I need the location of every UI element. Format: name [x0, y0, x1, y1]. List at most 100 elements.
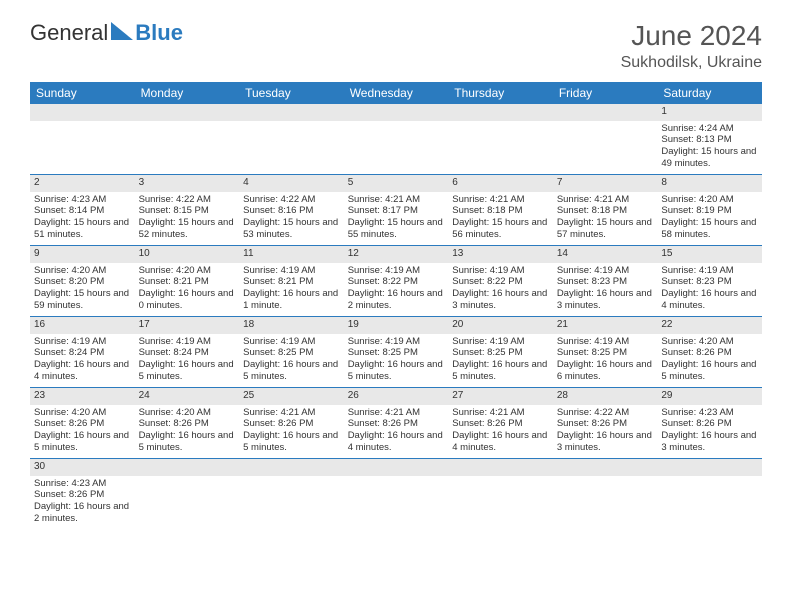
daylight-text: Daylight: 16 hours and 4 minutes.	[34, 359, 131, 383]
day-number-cell	[553, 104, 658, 121]
day-number-cell	[448, 104, 553, 121]
day-detail-cell	[135, 476, 240, 530]
day-detail-cell	[657, 476, 762, 530]
day-detail-row: Sunrise: 4:23 AMSunset: 8:26 PMDaylight:…	[30, 476, 762, 530]
daylight-text: Daylight: 16 hours and 5 minutes.	[34, 430, 131, 454]
day-detail-cell: Sunrise: 4:21 AMSunset: 8:26 PMDaylight:…	[448, 405, 553, 459]
sunset-text: Sunset: 8:21 PM	[139, 276, 236, 288]
sunset-text: Sunset: 8:25 PM	[243, 347, 340, 359]
sunset-text: Sunset: 8:24 PM	[34, 347, 131, 359]
daylight-text: Daylight: 16 hours and 1 minute.	[243, 288, 340, 312]
daylight-text: Daylight: 16 hours and 5 minutes.	[452, 359, 549, 383]
day-number-cell: 13	[448, 246, 553, 263]
sunrise-text: Sunrise: 4:20 AM	[139, 265, 236, 277]
daylight-text: Daylight: 15 hours and 53 minutes.	[243, 217, 340, 241]
daylight-text: Daylight: 15 hours and 59 minutes.	[34, 288, 131, 312]
sunrise-text: Sunrise: 4:20 AM	[139, 407, 236, 419]
day-detail-cell	[448, 476, 553, 530]
sunrise-text: Sunrise: 4:21 AM	[452, 194, 549, 206]
day-number-cell: 15	[657, 246, 762, 263]
sunrise-text: Sunrise: 4:19 AM	[661, 265, 758, 277]
day-detail-cell: Sunrise: 4:20 AMSunset: 8:26 PMDaylight:…	[30, 405, 135, 459]
day-number-row: 23242526272829	[30, 388, 762, 405]
daylight-text: Daylight: 16 hours and 3 minutes.	[557, 288, 654, 312]
day-number-cell	[135, 104, 240, 121]
day-number-row: 1	[30, 104, 762, 121]
day-detail-cell	[344, 476, 449, 530]
calendar-body: 1Sunrise: 4:24 AMSunset: 8:13 PMDaylight…	[30, 104, 762, 529]
day-detail-cell: Sunrise: 4:21 AMSunset: 8:18 PMDaylight:…	[448, 192, 553, 246]
sunset-text: Sunset: 8:14 PM	[34, 205, 131, 217]
sunset-text: Sunset: 8:24 PM	[139, 347, 236, 359]
day-number-cell	[553, 459, 658, 476]
day-detail-cell	[239, 121, 344, 175]
day-number-cell: 1	[657, 104, 762, 121]
day-header-row: SundayMondayTuesdayWednesdayThursdayFrid…	[30, 82, 762, 104]
day-number-cell: 19	[344, 317, 449, 334]
day-number-cell: 8	[657, 175, 762, 192]
sunset-text: Sunset: 8:26 PM	[661, 347, 758, 359]
day-detail-cell: Sunrise: 4:19 AMSunset: 8:25 PMDaylight:…	[344, 334, 449, 388]
day-detail-cell: Sunrise: 4:22 AMSunset: 8:15 PMDaylight:…	[135, 192, 240, 246]
daylight-text: Daylight: 16 hours and 5 minutes.	[243, 430, 340, 454]
day-detail-cell: Sunrise: 4:21 AMSunset: 8:26 PMDaylight:…	[344, 405, 449, 459]
day-detail-cell	[239, 476, 344, 530]
daylight-text: Daylight: 16 hours and 3 minutes.	[661, 430, 758, 454]
day-number-cell: 18	[239, 317, 344, 334]
day-number-cell: 26	[344, 388, 449, 405]
day-detail-cell: Sunrise: 4:19 AMSunset: 8:23 PMDaylight:…	[657, 263, 762, 317]
day-detail-cell	[344, 121, 449, 175]
day-detail-cell: Sunrise: 4:19 AMSunset: 8:25 PMDaylight:…	[448, 334, 553, 388]
daylight-text: Daylight: 16 hours and 5 minutes.	[348, 359, 445, 383]
sunrise-text: Sunrise: 4:19 AM	[452, 336, 549, 348]
sunrise-text: Sunrise: 4:23 AM	[661, 407, 758, 419]
day-detail-cell: Sunrise: 4:22 AMSunset: 8:26 PMDaylight:…	[553, 405, 658, 459]
sunset-text: Sunset: 8:20 PM	[34, 276, 131, 288]
daylight-text: Daylight: 16 hours and 2 minutes.	[34, 501, 131, 525]
sunset-text: Sunset: 8:26 PM	[243, 418, 340, 430]
day-number-row: 16171819202122	[30, 317, 762, 334]
day-detail-cell	[448, 121, 553, 175]
logo-text-b: Blue	[135, 20, 183, 46]
daylight-text: Daylight: 15 hours and 55 minutes.	[348, 217, 445, 241]
day-detail-cell: Sunrise: 4:20 AMSunset: 8:20 PMDaylight:…	[30, 263, 135, 317]
sunrise-text: Sunrise: 4:24 AM	[661, 123, 758, 135]
sunset-text: Sunset: 8:25 PM	[348, 347, 445, 359]
sunrise-text: Sunrise: 4:23 AM	[34, 194, 131, 206]
day-detail-row: Sunrise: 4:24 AMSunset: 8:13 PMDaylight:…	[30, 121, 762, 175]
logo-text-a: General	[30, 20, 108, 46]
sunrise-text: Sunrise: 4:21 AM	[557, 194, 654, 206]
sunset-text: Sunset: 8:18 PM	[557, 205, 654, 217]
logo: General Blue	[30, 20, 183, 46]
sunset-text: Sunset: 8:19 PM	[661, 205, 758, 217]
calendar-table: SundayMondayTuesdayWednesdayThursdayFrid…	[30, 82, 762, 529]
day-detail-cell: Sunrise: 4:19 AMSunset: 8:22 PMDaylight:…	[448, 263, 553, 317]
daylight-text: Daylight: 16 hours and 5 minutes.	[139, 359, 236, 383]
sunrise-text: Sunrise: 4:23 AM	[34, 478, 131, 490]
sunrise-text: Sunrise: 4:20 AM	[661, 194, 758, 206]
day-detail-cell: Sunrise: 4:21 AMSunset: 8:18 PMDaylight:…	[553, 192, 658, 246]
day-number-row: 9101112131415	[30, 246, 762, 263]
day-number-cell: 6	[448, 175, 553, 192]
sunset-text: Sunset: 8:22 PM	[452, 276, 549, 288]
sunrise-text: Sunrise: 4:22 AM	[243, 194, 340, 206]
sunset-text: Sunset: 8:13 PM	[661, 134, 758, 146]
daylight-text: Daylight: 16 hours and 4 minutes.	[348, 430, 445, 454]
day-detail-row: Sunrise: 4:23 AMSunset: 8:14 PMDaylight:…	[30, 192, 762, 246]
daylight-text: Daylight: 15 hours and 51 minutes.	[34, 217, 131, 241]
day-header: Thursday	[448, 82, 553, 104]
calendar-head: SundayMondayTuesdayWednesdayThursdayFrid…	[30, 82, 762, 104]
daylight-text: Daylight: 16 hours and 5 minutes.	[661, 359, 758, 383]
day-detail-row: Sunrise: 4:19 AMSunset: 8:24 PMDaylight:…	[30, 334, 762, 388]
logo-triangle-icon	[111, 20, 133, 46]
daylight-text: Daylight: 15 hours and 49 minutes.	[661, 146, 758, 170]
day-detail-cell: Sunrise: 4:19 AMSunset: 8:24 PMDaylight:…	[30, 334, 135, 388]
sunset-text: Sunset: 8:16 PM	[243, 205, 340, 217]
daylight-text: Daylight: 16 hours and 3 minutes.	[452, 288, 549, 312]
day-number-cell: 24	[135, 388, 240, 405]
day-header: Wednesday	[344, 82, 449, 104]
day-number-cell: 2	[30, 175, 135, 192]
day-detail-cell: Sunrise: 4:20 AMSunset: 8:26 PMDaylight:…	[135, 405, 240, 459]
sunrise-text: Sunrise: 4:22 AM	[139, 194, 236, 206]
day-number-cell: 21	[553, 317, 658, 334]
